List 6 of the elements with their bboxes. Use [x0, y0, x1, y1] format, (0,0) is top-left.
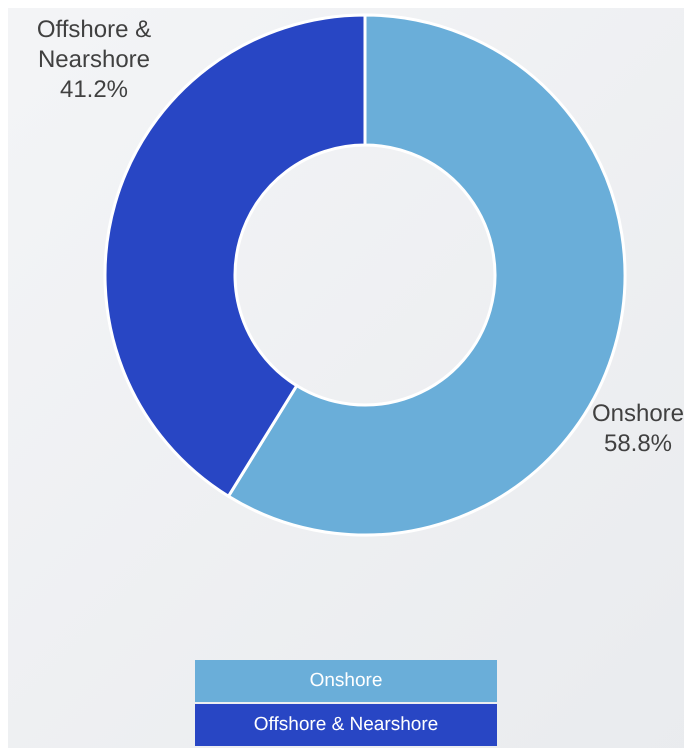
slice-label: Onshore: [310, 670, 382, 692]
slice-label: Onshore: [592, 400, 684, 428]
data-label: 58.8%: [604, 430, 672, 458]
category-label: Offshore & Nearshore: [254, 714, 438, 735]
slice-label: Offshore & Nearshore: [36, 16, 152, 73]
data-label: 41.2%: [60, 76, 128, 103]
